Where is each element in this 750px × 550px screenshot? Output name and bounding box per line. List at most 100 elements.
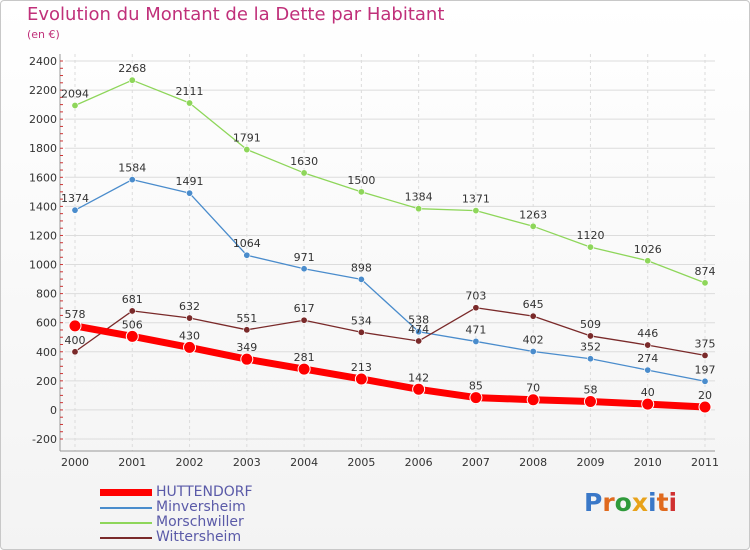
- y-tick-label: 1200: [29, 229, 57, 242]
- data-point: [71, 101, 79, 109]
- legend-item-morschwiller: Morschwiller: [100, 515, 253, 530]
- y-tick-label: -200: [32, 433, 57, 446]
- x-tick-label: 2005: [347, 456, 375, 469]
- data-label: 703: [465, 290, 486, 303]
- data-label: 349: [236, 341, 257, 354]
- logo-letter: r: [602, 488, 615, 517]
- data-label: 40: [641, 386, 655, 399]
- x-tick-label: 2008: [519, 456, 547, 469]
- series-line: [71, 322, 709, 411]
- data-label: 430: [179, 329, 200, 342]
- data-point: [412, 382, 426, 396]
- data-point: [698, 400, 712, 414]
- y-tick-label: 200: [36, 375, 57, 388]
- legend-item-minversheim: Minversheim: [100, 500, 253, 515]
- data-label: 1026: [634, 243, 662, 256]
- legend-item-wittersheim: Wittersheim: [100, 530, 253, 545]
- legend-swatch-minversheim: [100, 506, 152, 509]
- data-label: 70: [526, 382, 540, 395]
- data-point: [701, 377, 709, 385]
- y-tick-label: 0: [50, 404, 57, 417]
- data-label: 645: [523, 298, 544, 311]
- data-point: [472, 207, 480, 215]
- y-tick-label: 400: [36, 346, 57, 359]
- y-tick-label: 1400: [29, 200, 57, 213]
- data-point: [125, 329, 139, 343]
- data-point: [415, 205, 423, 213]
- data-label: 142: [408, 371, 429, 384]
- x-tick-label: 2007: [462, 456, 490, 469]
- data-point: [472, 304, 480, 312]
- logo-letter: t: [656, 488, 669, 517]
- data-point: [415, 328, 423, 336]
- data-label: 402: [523, 333, 544, 346]
- data-label: 1630: [290, 155, 318, 168]
- data-label: 506: [122, 318, 143, 331]
- data-point: [297, 362, 311, 376]
- data-label: 1584: [118, 162, 146, 175]
- data-label: 617: [294, 302, 315, 315]
- data-point: [357, 328, 365, 336]
- data-point: [128, 176, 136, 184]
- legend-label: Morschwiller: [156, 514, 244, 530]
- series-line: [74, 178, 706, 382]
- data-point: [128, 307, 136, 315]
- x-tick-label: 2000: [61, 456, 89, 469]
- data-label: 534: [351, 314, 372, 327]
- logo-letter: P: [584, 488, 603, 517]
- data-label: 1791: [233, 132, 261, 145]
- data-point: [586, 243, 594, 251]
- data-point: [354, 372, 368, 386]
- y-tick-label: 1000: [29, 259, 57, 272]
- data-label: 971: [294, 251, 315, 264]
- data-label: 874: [695, 265, 716, 278]
- data-point: [243, 326, 251, 334]
- data-label: 2268: [118, 62, 146, 75]
- chart-title: Evolution du Montant de la Dette par Hab…: [27, 4, 445, 25]
- data-point: [529, 347, 537, 355]
- data-label: 471: [465, 323, 486, 336]
- data-point: [71, 206, 79, 214]
- data-point: [415, 337, 423, 345]
- data-label: 1371: [462, 193, 490, 206]
- data-point: [240, 352, 254, 366]
- x-tick-label: 2003: [233, 456, 261, 469]
- data-point: [243, 251, 251, 259]
- data-label: 352: [580, 341, 601, 354]
- data-point: [71, 348, 79, 356]
- proxiti-logo[interactable]: Proxiti: [584, 488, 677, 517]
- data-label: 197: [695, 363, 716, 376]
- data-label: 446: [637, 327, 658, 340]
- series-line: [74, 79, 706, 284]
- y-tick-label: 800: [36, 288, 57, 301]
- data-point: [529, 222, 537, 230]
- data-label: 375: [695, 337, 716, 350]
- data-label: 1064: [233, 237, 261, 250]
- data-label: 551: [236, 312, 257, 325]
- data-point: [701, 351, 709, 359]
- data-point: [701, 279, 709, 287]
- data-label: 2111: [176, 85, 204, 98]
- data-point: [641, 397, 655, 411]
- x-tick-label: 2004: [290, 456, 318, 469]
- legend-swatch-huttendorf: [100, 489, 152, 496]
- x-tick-label: 2009: [576, 456, 604, 469]
- data-point: [128, 76, 136, 84]
- y-tick-label: 1800: [29, 142, 57, 155]
- x-tick-label: 2010: [634, 456, 662, 469]
- legend-swatch-morschwiller: [100, 521, 152, 524]
- y-tick-label: 600: [36, 317, 57, 330]
- data-point: [68, 319, 82, 333]
- data-label: 400: [65, 334, 86, 347]
- data-point: [186, 189, 194, 197]
- data-point: [644, 341, 652, 349]
- data-label: 2094: [61, 87, 89, 100]
- data-label: 509: [580, 318, 601, 331]
- data-label: 1384: [405, 191, 433, 204]
- data-point: [300, 169, 308, 177]
- data-label: 1120: [576, 229, 604, 242]
- data-point: [300, 316, 308, 324]
- data-point: [300, 265, 308, 273]
